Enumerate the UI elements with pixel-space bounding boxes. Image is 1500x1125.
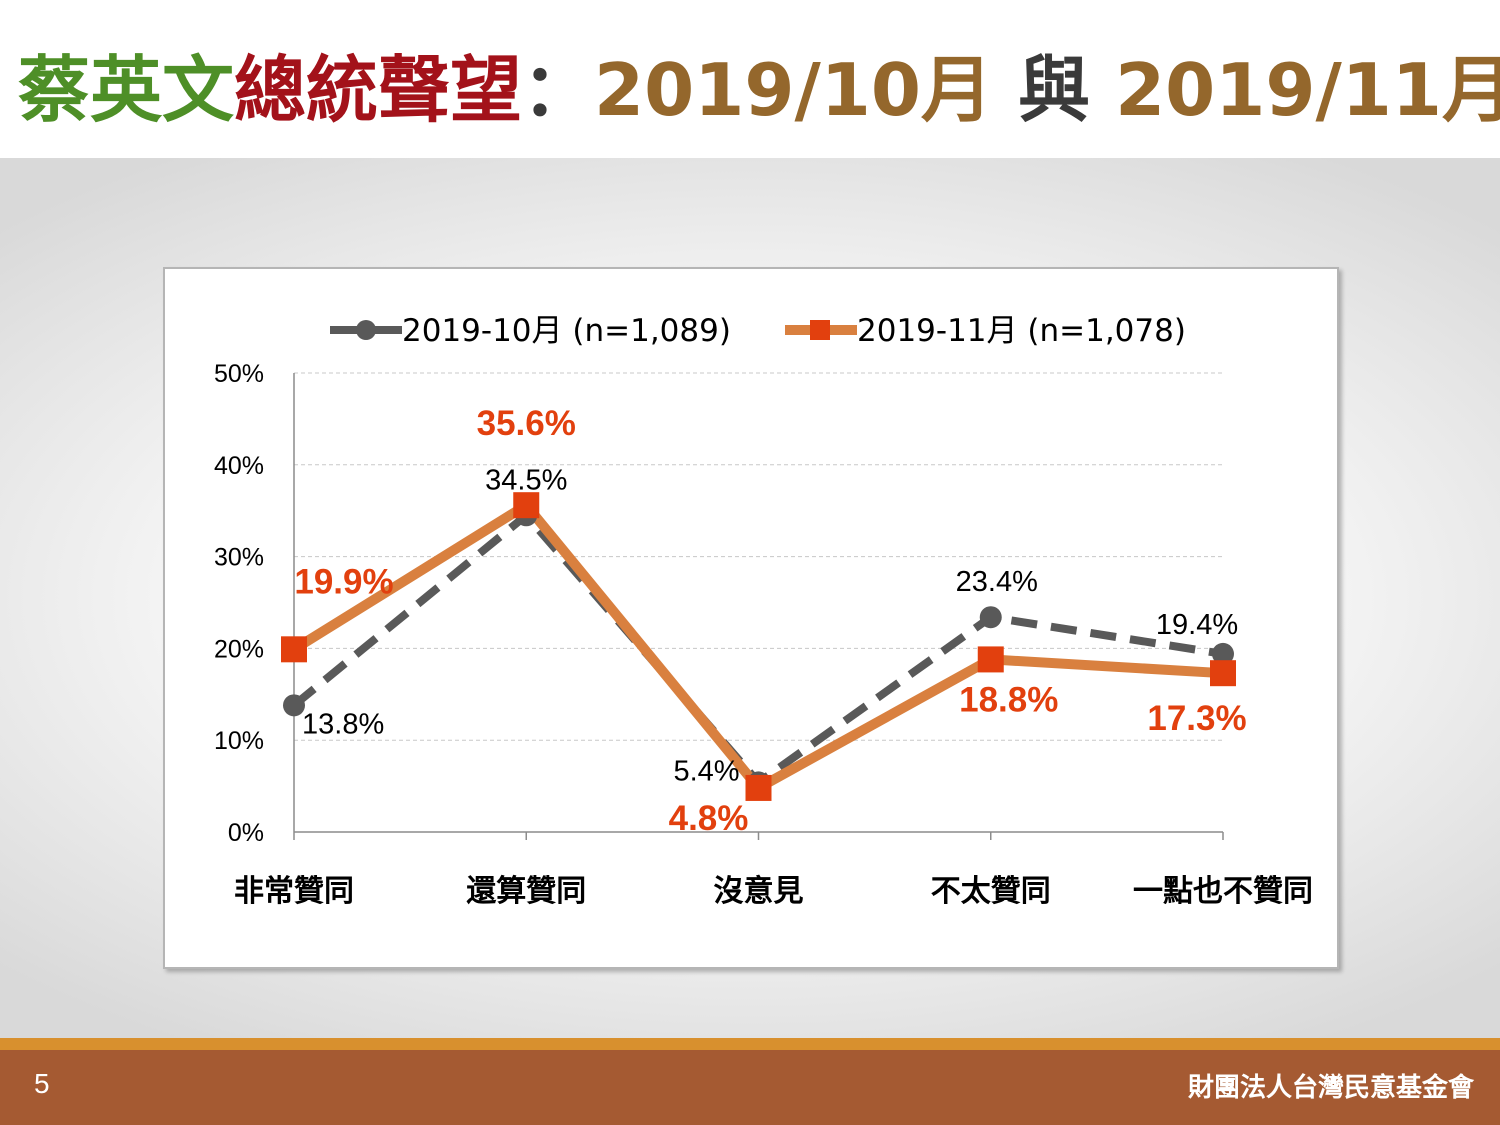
footer-accent-line: [0, 1038, 1500, 1050]
line-chart: 0% 10% 20% 30% 40% 50% 非常贊同 還算贊同 沒意見 不太贊同 一點也不贊同 13…: [214, 313, 1313, 909]
y-tick-label: 20%: [214, 635, 264, 663]
marker-nov: [745, 774, 772, 801]
y-tick-label: 10%: [214, 727, 264, 755]
marker-nov: [1210, 660, 1236, 687]
data-label-nov: 35.6%: [477, 404, 576, 443]
legend-label-oct: 2019-10月 (n=1,089): [402, 313, 731, 349]
page-number: 5: [34, 1068, 50, 1099]
data-label-nov: 18.8%: [959, 680, 1058, 719]
title-colon: ：: [522, 48, 595, 132]
data-label-oct: 5.4%: [673, 755, 739, 787]
chart-container: 0% 10% 20% 30% 40% 50% 非常贊同 還算贊同 沒意見 不太贊同 一點也不贊同 13…: [163, 267, 1339, 969]
title-period-1: 2019/10月: [594, 48, 993, 132]
organization-name: 財團法人台灣民意基金會: [1187, 1073, 1474, 1103]
x-category-label: 沒意見: [714, 874, 804, 909]
legend-marker-oct: [356, 320, 376, 340]
y-tick-label: 30%: [214, 544, 264, 572]
marker-oct: [1212, 642, 1234, 665]
data-label-oct: 23.4%: [956, 566, 1038, 598]
title-approval: 總統聲望: [234, 48, 523, 132]
marker-oct: [979, 606, 1002, 629]
marker-nov: [977, 646, 1004, 673]
legend-label-nov: 2019-11月 (n=1,078): [857, 313, 1186, 349]
series-line-nov: [291, 500, 1224, 793]
title-president-name: 蔡英文: [18, 48, 235, 132]
data-label-nov: 19.9%: [294, 562, 393, 601]
title-connector: 與: [992, 48, 1116, 132]
marker-oct: [283, 694, 305, 717]
marker-nov: [513, 492, 540, 519]
legend-marker-nov: [810, 320, 830, 340]
marker-nov: [281, 636, 307, 663]
y-tick-label: 50%: [214, 360, 264, 388]
data-label-oct: 34.5%: [485, 464, 567, 496]
x-category-label: 一點也不贊同: [1133, 874, 1313, 909]
page-title: 蔡英文總統聲望：2019/10月 與 2019/11月: [18, 40, 1500, 140]
x-category-label: 不太贊同: [931, 874, 1051, 909]
data-label-nov: 4.8%: [669, 799, 749, 838]
data-label-nov: 17.3%: [1147, 699, 1246, 738]
x-category-label: 非常贊同: [234, 874, 354, 909]
title-period-2: 2019/11月: [1115, 48, 1500, 132]
x-category-label: 還算贊同: [466, 874, 586, 909]
data-label-oct: 13.8%: [302, 708, 384, 740]
footer-bar: [0, 1050, 1500, 1125]
y-tick-label: 40%: [214, 452, 264, 480]
data-label-oct: 19.4%: [1156, 609, 1238, 641]
y-tick-label: 0%: [228, 819, 264, 847]
